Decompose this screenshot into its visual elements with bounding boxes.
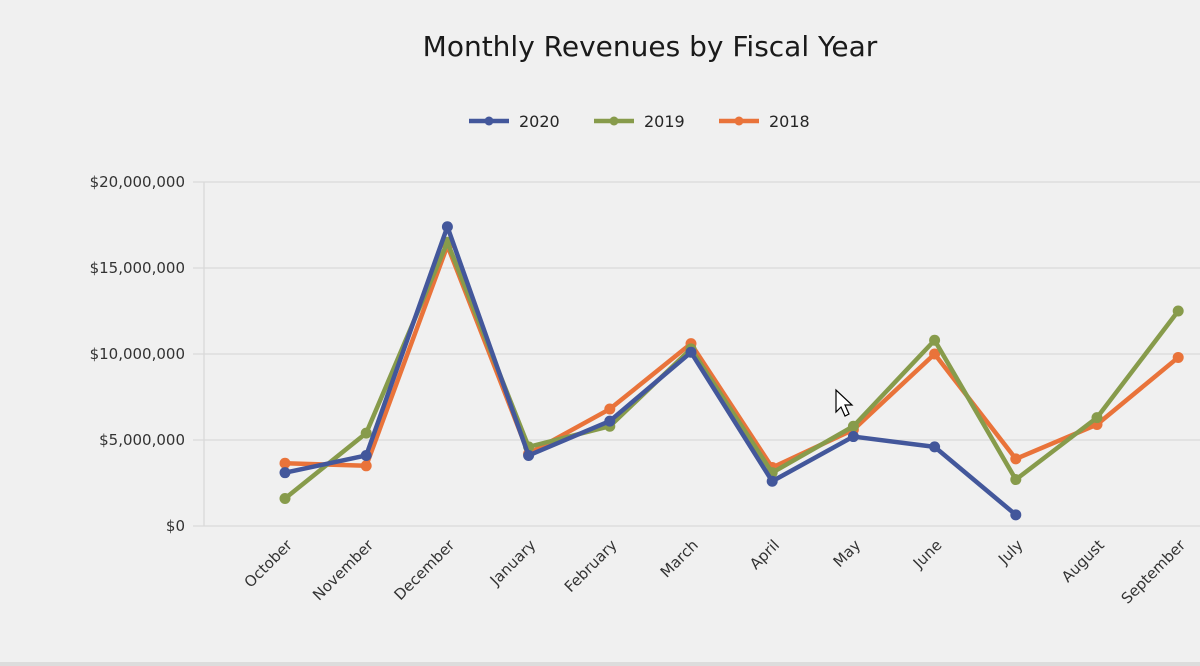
data-point[interactable] — [360, 449, 372, 461]
data-point[interactable] — [929, 334, 941, 346]
series-group — [279, 221, 1184, 521]
x-tick-label: June — [909, 536, 946, 573]
data-point[interactable] — [360, 460, 372, 472]
legend-item-2019[interactable]: 2019 — [594, 112, 685, 131]
legend-label: 2019 — [644, 112, 685, 131]
mouse-pointer-icon — [835, 388, 854, 417]
x-tick-label: July — [994, 536, 1027, 569]
legend-marker — [734, 116, 744, 126]
legend-item-2020[interactable]: 2020 — [469, 112, 560, 131]
data-point[interactable] — [1010, 453, 1022, 465]
series-2020 — [279, 221, 1022, 521]
x-tick-label: November — [309, 536, 377, 604]
data-point[interactable] — [604, 403, 616, 415]
y-tick-label: $10,000,000 — [90, 345, 185, 363]
series-line-2019 — [283, 239, 1180, 501]
data-point[interactable] — [847, 431, 859, 443]
data-point[interactable] — [279, 467, 291, 479]
chart-title: Monthly Revenues by Fiscal Year — [423, 30, 878, 63]
data-point[interactable] — [1010, 509, 1022, 521]
data-point[interactable] — [929, 441, 941, 453]
y-tick-label: $0 — [166, 517, 185, 535]
y-axis: $0 $5,000,000 $10,000,000 $15,000,000 $20,00… — [90, 173, 205, 535]
x-tick-label: December — [390, 536, 458, 604]
x-tick-label: March — [657, 536, 702, 581]
data-point[interactable] — [1091, 412, 1103, 424]
y-tick-label: $20,000,000 — [90, 173, 185, 191]
data-point[interactable] — [604, 415, 616, 427]
x-axis: October November December January February Ma… — [241, 536, 1190, 608]
data-point[interactable] — [1172, 351, 1184, 363]
x-tick-label: May — [830, 536, 865, 571]
data-point[interactable] — [847, 420, 859, 432]
data-point[interactable] — [360, 427, 372, 439]
x-tick-label: April — [746, 536, 783, 573]
y-tick-label: $15,000,000 — [90, 259, 185, 277]
data-point[interactable] — [523, 449, 535, 461]
x-tick-label: January — [486, 536, 540, 590]
x-tick-label: August — [1058, 536, 1108, 586]
x-tick-label: October — [241, 536, 297, 592]
data-point[interactable] — [929, 348, 941, 360]
bottom-border — [0, 662, 1200, 666]
legend-label: 2020 — [519, 112, 560, 131]
legend-item-2018[interactable]: 2018 — [719, 112, 810, 131]
data-point[interactable] — [279, 457, 291, 469]
series-line-2018 — [284, 243, 1180, 470]
data-point[interactable] — [685, 346, 697, 358]
legend-label: 2018 — [769, 112, 810, 131]
series-2019 — [279, 236, 1184, 504]
x-tick-label: September — [1118, 536, 1190, 608]
x-tick-label: February — [561, 536, 621, 596]
legend: 2020 2019 2018 — [469, 112, 810, 131]
data-point[interactable] — [1010, 474, 1022, 486]
series-line-2020 — [284, 224, 1018, 517]
data-point[interactable] — [766, 475, 778, 487]
data-point[interactable] — [441, 221, 453, 233]
data-point[interactable] — [279, 492, 291, 504]
y-tick-label: $5,000,000 — [99, 431, 185, 449]
legend-marker — [484, 116, 494, 126]
legend-marker — [609, 116, 619, 126]
series-2018 — [279, 240, 1184, 474]
data-point[interactable] — [1172, 305, 1184, 317]
